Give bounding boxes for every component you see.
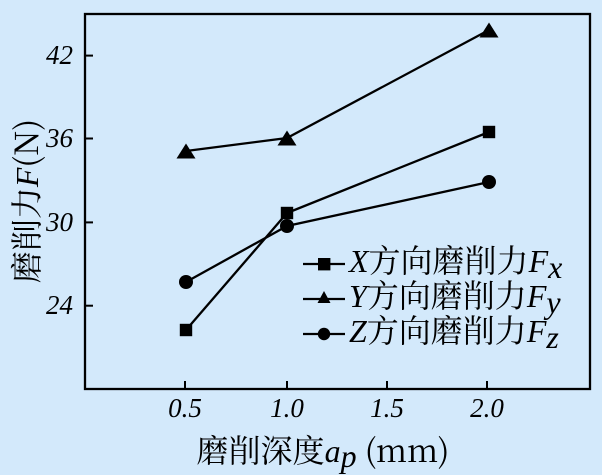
svg-text:磨削力F(N): 磨削力F(N) <box>2 119 48 283</box>
svg-text:Z方向磨削力Fz: Z方向磨削力Fz <box>349 306 559 355</box>
svg-text:磨削深度ap (mm): 磨削深度ap (mm) <box>197 426 450 474</box>
svg-text:0.5: 0.5 <box>168 393 202 423</box>
svg-text:1.0: 1.0 <box>270 393 304 423</box>
svg-text:42: 42 <box>46 40 73 70</box>
svg-text:30: 30 <box>45 207 74 237</box>
svg-text:24: 24 <box>46 290 73 320</box>
svg-text:2.0: 2.0 <box>470 393 504 423</box>
svg-text:1.5: 1.5 <box>370 393 404 423</box>
svg-text:36: 36 <box>45 123 74 153</box>
